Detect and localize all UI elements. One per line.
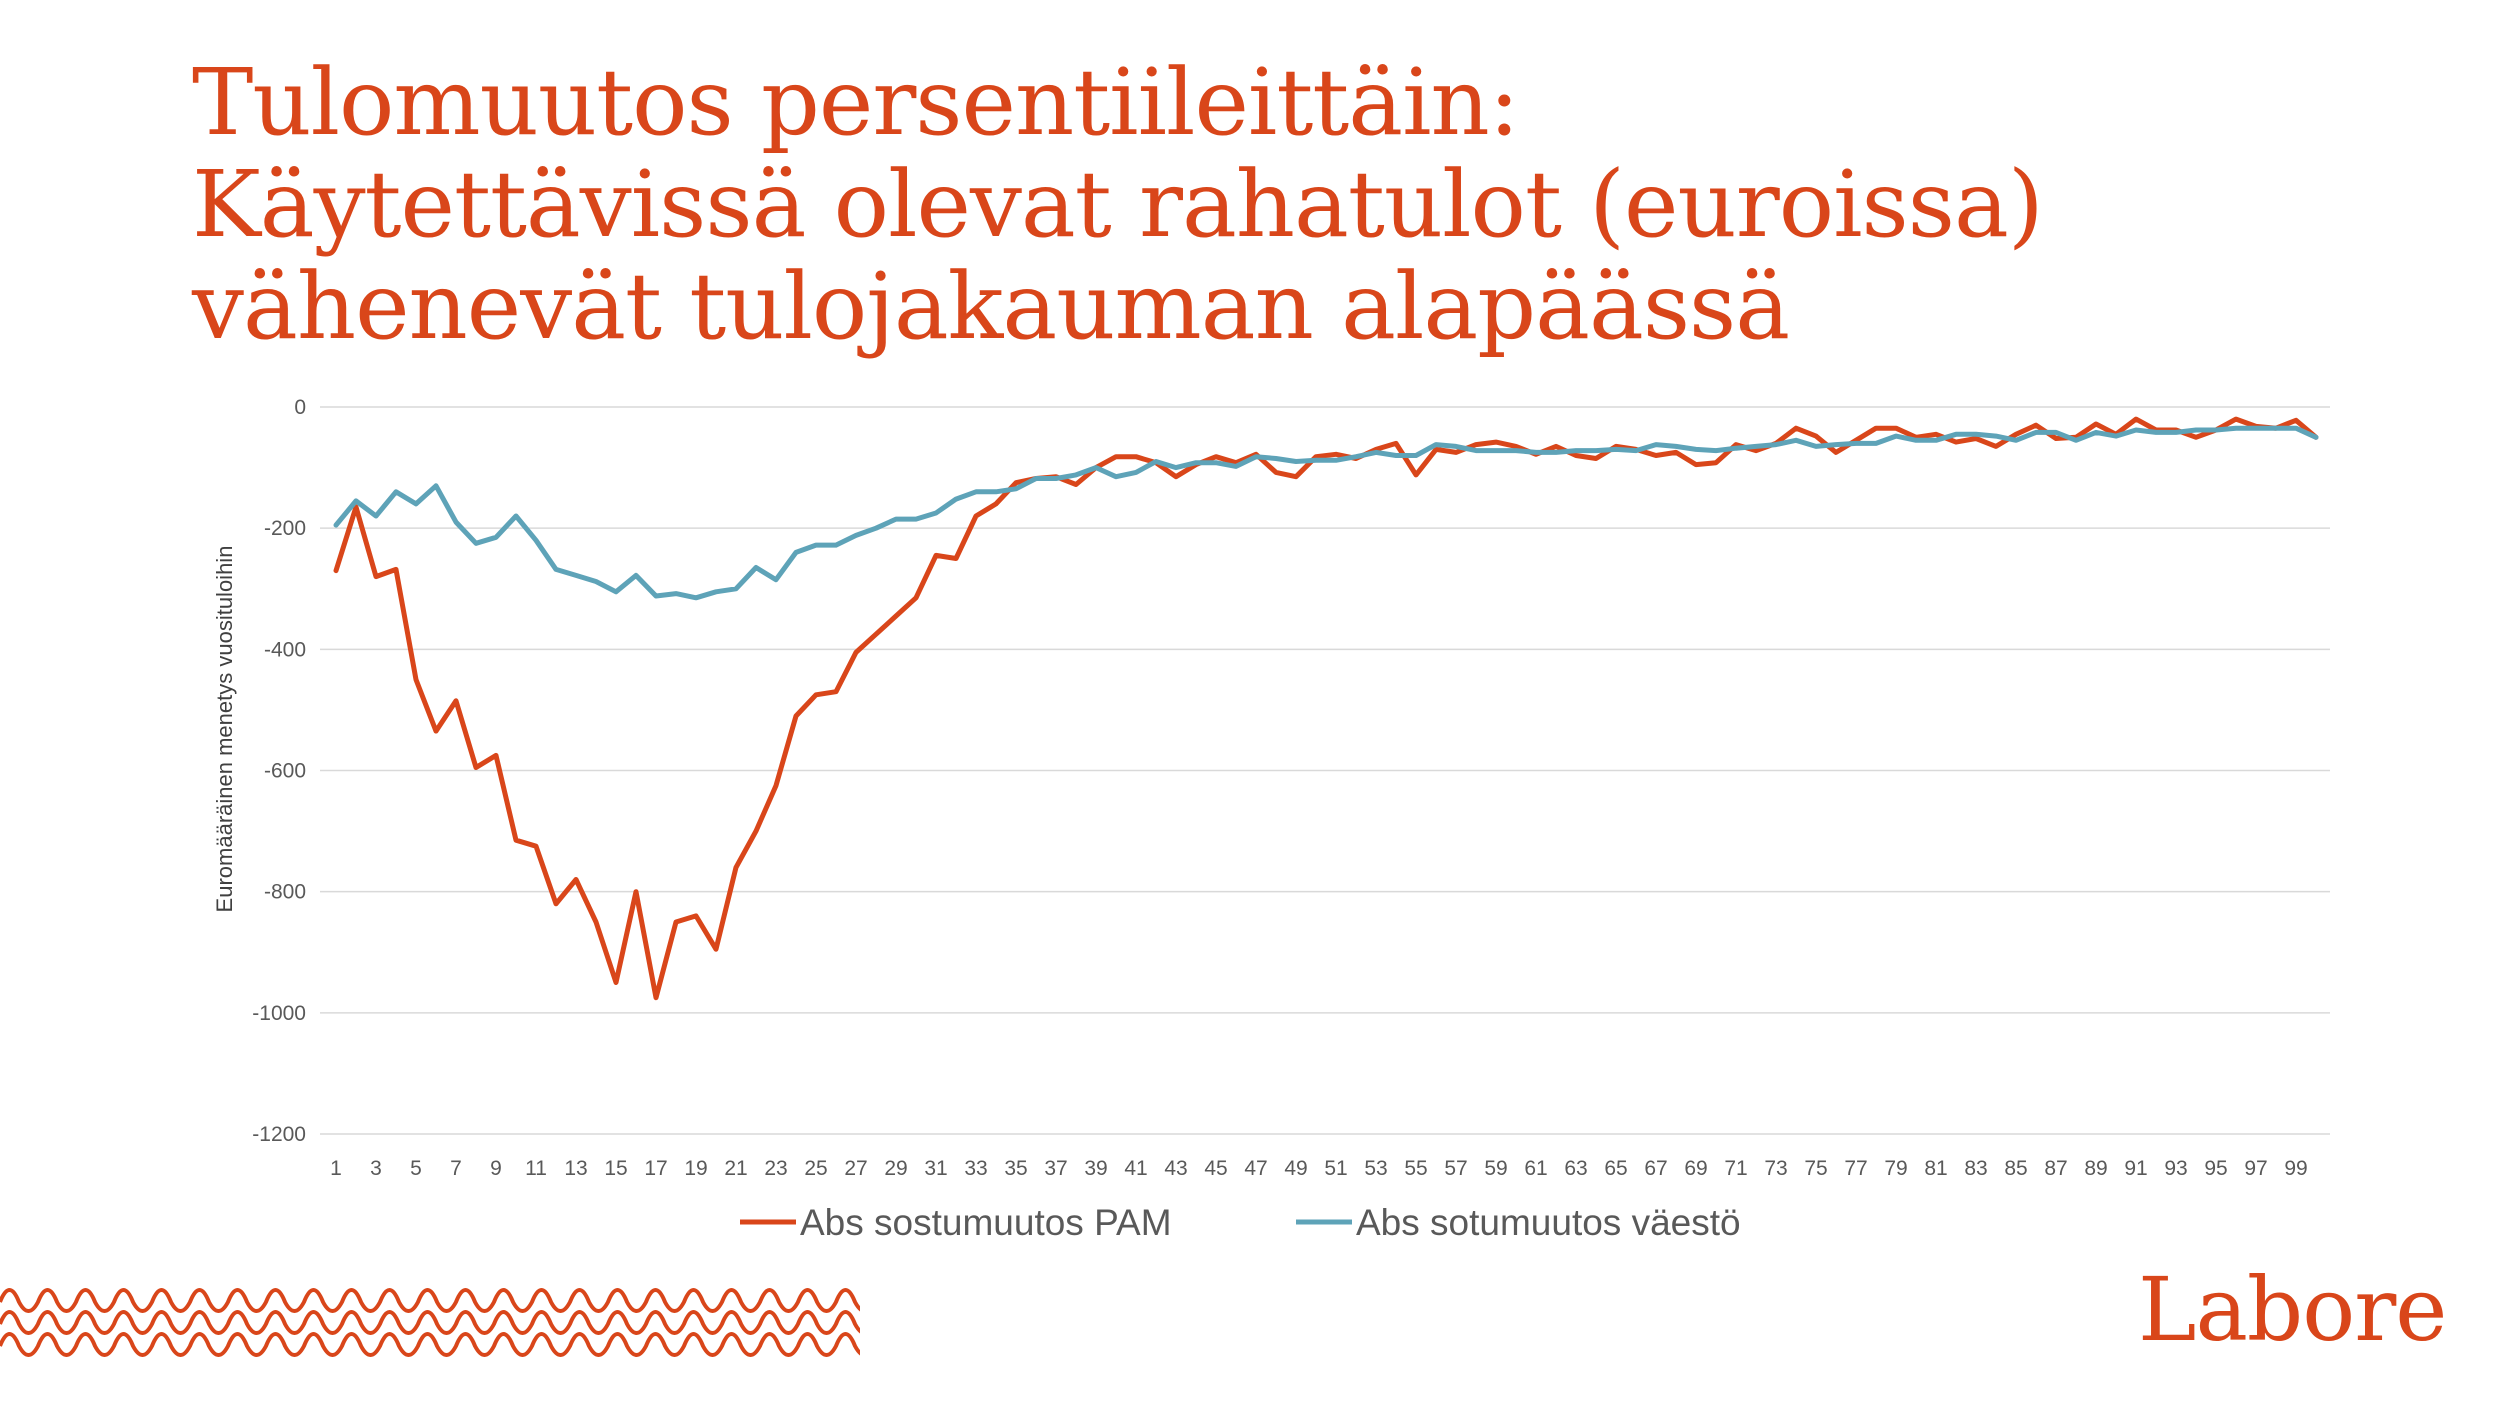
x-tick-label: 95 bbox=[2204, 1157, 2227, 1180]
labore-logo: Labore bbox=[2138, 1258, 2447, 1361]
x-tick-label: 77 bbox=[1844, 1157, 1867, 1180]
x-tick-label: 15 bbox=[604, 1157, 627, 1180]
x-tick-label: 27 bbox=[844, 1157, 867, 1180]
x-tick-label: 75 bbox=[1804, 1157, 1827, 1180]
x-tick-label: 5 bbox=[410, 1157, 422, 1180]
y-tick-label: -1200 bbox=[252, 1123, 306, 1146]
x-tick-label: 9 bbox=[490, 1157, 502, 1180]
x-tick-label: 65 bbox=[1604, 1157, 1627, 1180]
y-axis-title: Euromääräinen menetys vuosituloihin bbox=[212, 546, 237, 913]
x-tick-label: 73 bbox=[1764, 1157, 1787, 1180]
x-tick-label: 33 bbox=[964, 1157, 987, 1180]
wave-line bbox=[0, 1310, 860, 1335]
y-axis-ticks: 0 -200 -400 -600 -800 -1000 -1200 bbox=[252, 396, 306, 1146]
x-tick-label: 31 bbox=[924, 1157, 947, 1180]
legend-label-1: Abs sostumuutos PAM bbox=[800, 1202, 1172, 1243]
x-tick-label: 87 bbox=[2044, 1157, 2067, 1180]
x-tick-label: 61 bbox=[1524, 1157, 1547, 1180]
y-tick-label: -400 bbox=[264, 638, 306, 661]
x-tick-label: 39 bbox=[1084, 1157, 1107, 1180]
title-line-3: vähenevät tulojakauman alapäässä bbox=[192, 253, 1790, 360]
x-tick-label: 49 bbox=[1284, 1157, 1307, 1180]
x-tick-label: 99 bbox=[2284, 1157, 2307, 1180]
x-tick-label: 97 bbox=[2244, 1157, 2267, 1180]
x-tick-label: 45 bbox=[1204, 1157, 1227, 1180]
title-line-2: Käytettävissä olevat rahatulot (euroissa… bbox=[192, 151, 2044, 258]
x-tick-label: 59 bbox=[1484, 1157, 1507, 1180]
x-tick-label: 47 bbox=[1244, 1157, 1267, 1180]
x-tick-label: 89 bbox=[2084, 1157, 2107, 1180]
legend-label-2: Abs sotumuutos väestö bbox=[1356, 1202, 1741, 1243]
series-line-1 bbox=[333, 416, 2319, 1001]
y-tick-label: -600 bbox=[264, 760, 306, 783]
slide-title: Tulomuutos persentiileittäin: Käytettävi… bbox=[192, 52, 2432, 358]
x-tick-label: 91 bbox=[2124, 1157, 2147, 1180]
line-chart: 0-200-400-600-800-1000-1200 1 3 5 7 9 11 13 15 1… bbox=[212, 396, 2330, 1243]
wave-line bbox=[0, 1288, 860, 1313]
x-tick-label: 71 bbox=[1724, 1157, 1747, 1180]
wave-line bbox=[0, 1332, 860, 1357]
x-tick-label: 55 bbox=[1404, 1157, 1427, 1180]
x-tick-label: 81 bbox=[1924, 1157, 1947, 1180]
x-tick-label: 67 bbox=[1644, 1157, 1667, 1180]
y-tick-label: 0 bbox=[294, 396, 306, 419]
decorative-waves bbox=[0, 1288, 860, 1357]
legend: Abs sostumuutos PAM Abs sotumuutos väestö bbox=[740, 1202, 1741, 1243]
x-tick-label: 35 bbox=[1004, 1157, 1027, 1180]
x-tick-label: 63 bbox=[1564, 1157, 1587, 1180]
x-axis-ticks: 1 3 5 7 9 11 13 15 17 19 21 23 25 27 29 31 33 35 37 39 41 43 4… bbox=[330, 1157, 2308, 1180]
x-tick-label: 17 bbox=[644, 1157, 667, 1180]
y-tick-label: -200 bbox=[264, 517, 306, 540]
x-tick-label: 3 bbox=[370, 1157, 382, 1180]
series-lines bbox=[333, 416, 2319, 1001]
x-tick-label: 19 bbox=[684, 1157, 707, 1180]
x-tick-label: 51 bbox=[1324, 1157, 1347, 1180]
series-line-2 bbox=[333, 425, 2319, 601]
x-tick-label: 85 bbox=[2004, 1157, 2027, 1180]
x-tick-label: 11 bbox=[525, 1157, 547, 1180]
x-tick-label: 21 bbox=[724, 1157, 747, 1180]
x-tick-label: 79 bbox=[1884, 1157, 1907, 1180]
x-tick-label: 41 bbox=[1124, 1157, 1147, 1180]
x-tick-label: 7 bbox=[450, 1157, 462, 1180]
x-tick-label: 23 bbox=[764, 1157, 787, 1180]
x-tick-label: 83 bbox=[1964, 1157, 1987, 1180]
x-tick-label: 25 bbox=[804, 1157, 827, 1180]
y-tick-label: -800 bbox=[264, 881, 306, 904]
x-tick-label: 1 bbox=[330, 1157, 342, 1180]
x-tick-label: 37 bbox=[1044, 1157, 1067, 1180]
x-tick-label: 53 bbox=[1364, 1157, 1387, 1180]
x-tick-label: 57 bbox=[1444, 1157, 1467, 1180]
x-tick-label: 93 bbox=[2164, 1157, 2187, 1180]
x-tick-label: 29 bbox=[884, 1157, 907, 1180]
x-tick-label: 69 bbox=[1684, 1157, 1707, 1180]
x-tick-label: 43 bbox=[1164, 1157, 1187, 1180]
title-line-1: Tulomuutos persentiileittäin: bbox=[192, 49, 1520, 156]
x-tick-label: 13 bbox=[564, 1157, 587, 1180]
gridlines bbox=[320, 406, 2330, 1135]
y-tick-label: -1000 bbox=[252, 1002, 306, 1025]
